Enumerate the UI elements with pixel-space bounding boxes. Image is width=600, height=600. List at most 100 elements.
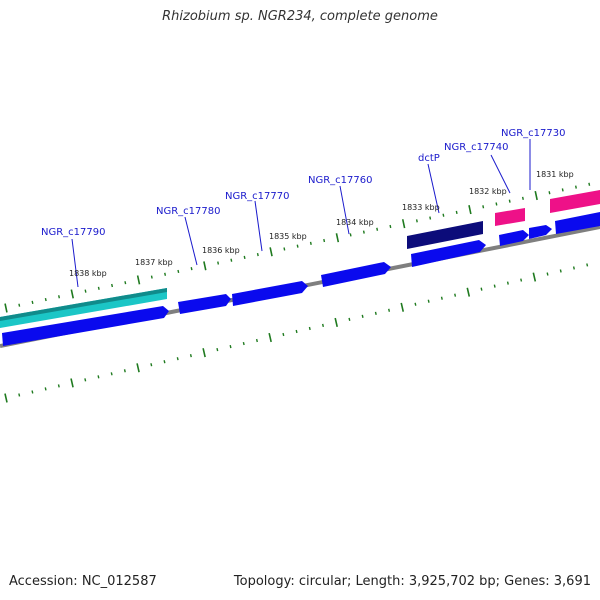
minor-tick xyxy=(374,311,377,315)
minor-tick xyxy=(440,296,443,300)
major-tick xyxy=(401,219,406,229)
major-tick xyxy=(136,275,141,285)
minor-tick xyxy=(243,255,246,260)
minor-tick xyxy=(57,384,60,388)
major-tick xyxy=(335,233,340,243)
minor-tick xyxy=(216,347,219,352)
gene-arrow-dctP[interactable] xyxy=(411,240,486,267)
kbp-label-1836: 1836 kbp xyxy=(202,246,240,255)
minor-tick xyxy=(506,281,509,285)
minor-tick xyxy=(124,281,127,285)
minor-tick xyxy=(561,188,564,192)
gene-arrow-c17730[interactable] xyxy=(555,212,600,234)
major-tick xyxy=(70,289,74,299)
minor-tick xyxy=(321,323,325,328)
minor-tick xyxy=(429,216,432,220)
major-tick xyxy=(136,363,140,373)
minor-tick xyxy=(18,303,21,307)
minor-tick xyxy=(84,378,87,382)
minor-tick xyxy=(588,182,591,186)
minor-tick xyxy=(546,272,549,276)
minor-tick xyxy=(150,363,153,367)
major-tick xyxy=(334,317,338,327)
minor-tick xyxy=(361,314,364,318)
minor-tick xyxy=(521,196,524,200)
leader-dctP xyxy=(427,163,440,214)
minor-tick xyxy=(177,269,180,274)
minor-tick xyxy=(455,210,458,215)
map-title: Rhizobium sp. NGR234, complete genome xyxy=(162,9,438,24)
major-tick xyxy=(534,190,538,201)
minor-tick xyxy=(572,266,575,270)
gene-label-c17790: NGR_c17790 xyxy=(41,227,106,238)
leader-c17790 xyxy=(71,238,79,288)
minor-tick xyxy=(18,393,21,397)
gene-arrow-c17780[interactable] xyxy=(178,294,231,314)
major-tick xyxy=(70,378,74,388)
cyan-gene-feature-shade xyxy=(0,288,167,321)
minor-tick xyxy=(574,185,577,189)
minor-tick xyxy=(44,387,47,391)
kbp-label-1834: 1834 kbp xyxy=(336,218,374,227)
minor-tick xyxy=(190,267,193,271)
upper-tick-ring xyxy=(4,182,591,313)
gene-arrow-c17790[interactable] xyxy=(2,306,169,346)
major-tick xyxy=(466,287,471,297)
minor-tick xyxy=(362,230,365,234)
gene-label-dctP: dctP xyxy=(418,153,440,164)
kbp-label-1831: 1831 kbp xyxy=(536,170,574,179)
minor-tick xyxy=(348,317,351,321)
minor-tick xyxy=(349,233,352,237)
minor-tick xyxy=(110,372,113,376)
gene-arrow-c17760[interactable] xyxy=(321,262,391,287)
lower-tick-ring xyxy=(4,263,589,403)
minor-tick xyxy=(58,295,61,299)
pink-gene-feature-large[interactable] xyxy=(550,190,600,213)
gene-arrow-c17740[interactable] xyxy=(499,230,529,246)
minor-tick xyxy=(559,269,562,273)
minor-tick xyxy=(480,287,483,291)
minor-tick xyxy=(586,263,589,267)
pink-gene-feature[interactable] xyxy=(495,208,525,226)
minor-tick xyxy=(282,332,285,337)
major-tick xyxy=(532,272,537,282)
minor-tick xyxy=(388,308,391,312)
minor-tick xyxy=(31,300,34,304)
minor-tick xyxy=(31,390,34,394)
leader-c17740 xyxy=(490,154,511,194)
minor-tick xyxy=(508,199,511,203)
minor-tick xyxy=(150,275,153,279)
minor-tick xyxy=(255,338,258,343)
minor-tick xyxy=(163,360,166,364)
minor-tick xyxy=(309,241,312,245)
minor-tick xyxy=(454,293,457,297)
kbp-label-1837: 1837 kbp xyxy=(135,258,173,267)
major-tick xyxy=(269,247,273,257)
minor-tick xyxy=(164,272,167,276)
gene-arrow-c17735[interactable] xyxy=(529,225,552,239)
major-tick xyxy=(202,348,206,358)
minor-tick xyxy=(548,191,551,195)
minor-tick xyxy=(189,354,192,358)
leader-c17770 xyxy=(254,200,263,252)
minor-tick xyxy=(427,299,430,303)
minor-tick xyxy=(229,344,232,349)
major-tick xyxy=(4,303,8,313)
minor-tick xyxy=(111,283,114,288)
gene-label-c17760: NGR_c17760 xyxy=(308,175,373,186)
leader-c17760 xyxy=(339,185,350,235)
gene-arrow-c17770[interactable] xyxy=(232,281,308,306)
gene-label-c17730: NGR_c17730 xyxy=(501,128,566,139)
minor-tick xyxy=(295,329,298,334)
minor-tick xyxy=(176,357,179,361)
major-tick xyxy=(468,205,472,215)
dctP-gene-feature[interactable] xyxy=(407,221,483,249)
minor-tick xyxy=(97,375,100,379)
minor-tick xyxy=(230,258,233,262)
minor-tick xyxy=(123,369,126,373)
minor-tick xyxy=(520,278,523,282)
kbp-label-1838: 1838 kbp xyxy=(69,269,107,278)
minor-tick xyxy=(376,227,379,231)
minor-tick xyxy=(442,213,445,217)
major-tick xyxy=(268,332,272,343)
